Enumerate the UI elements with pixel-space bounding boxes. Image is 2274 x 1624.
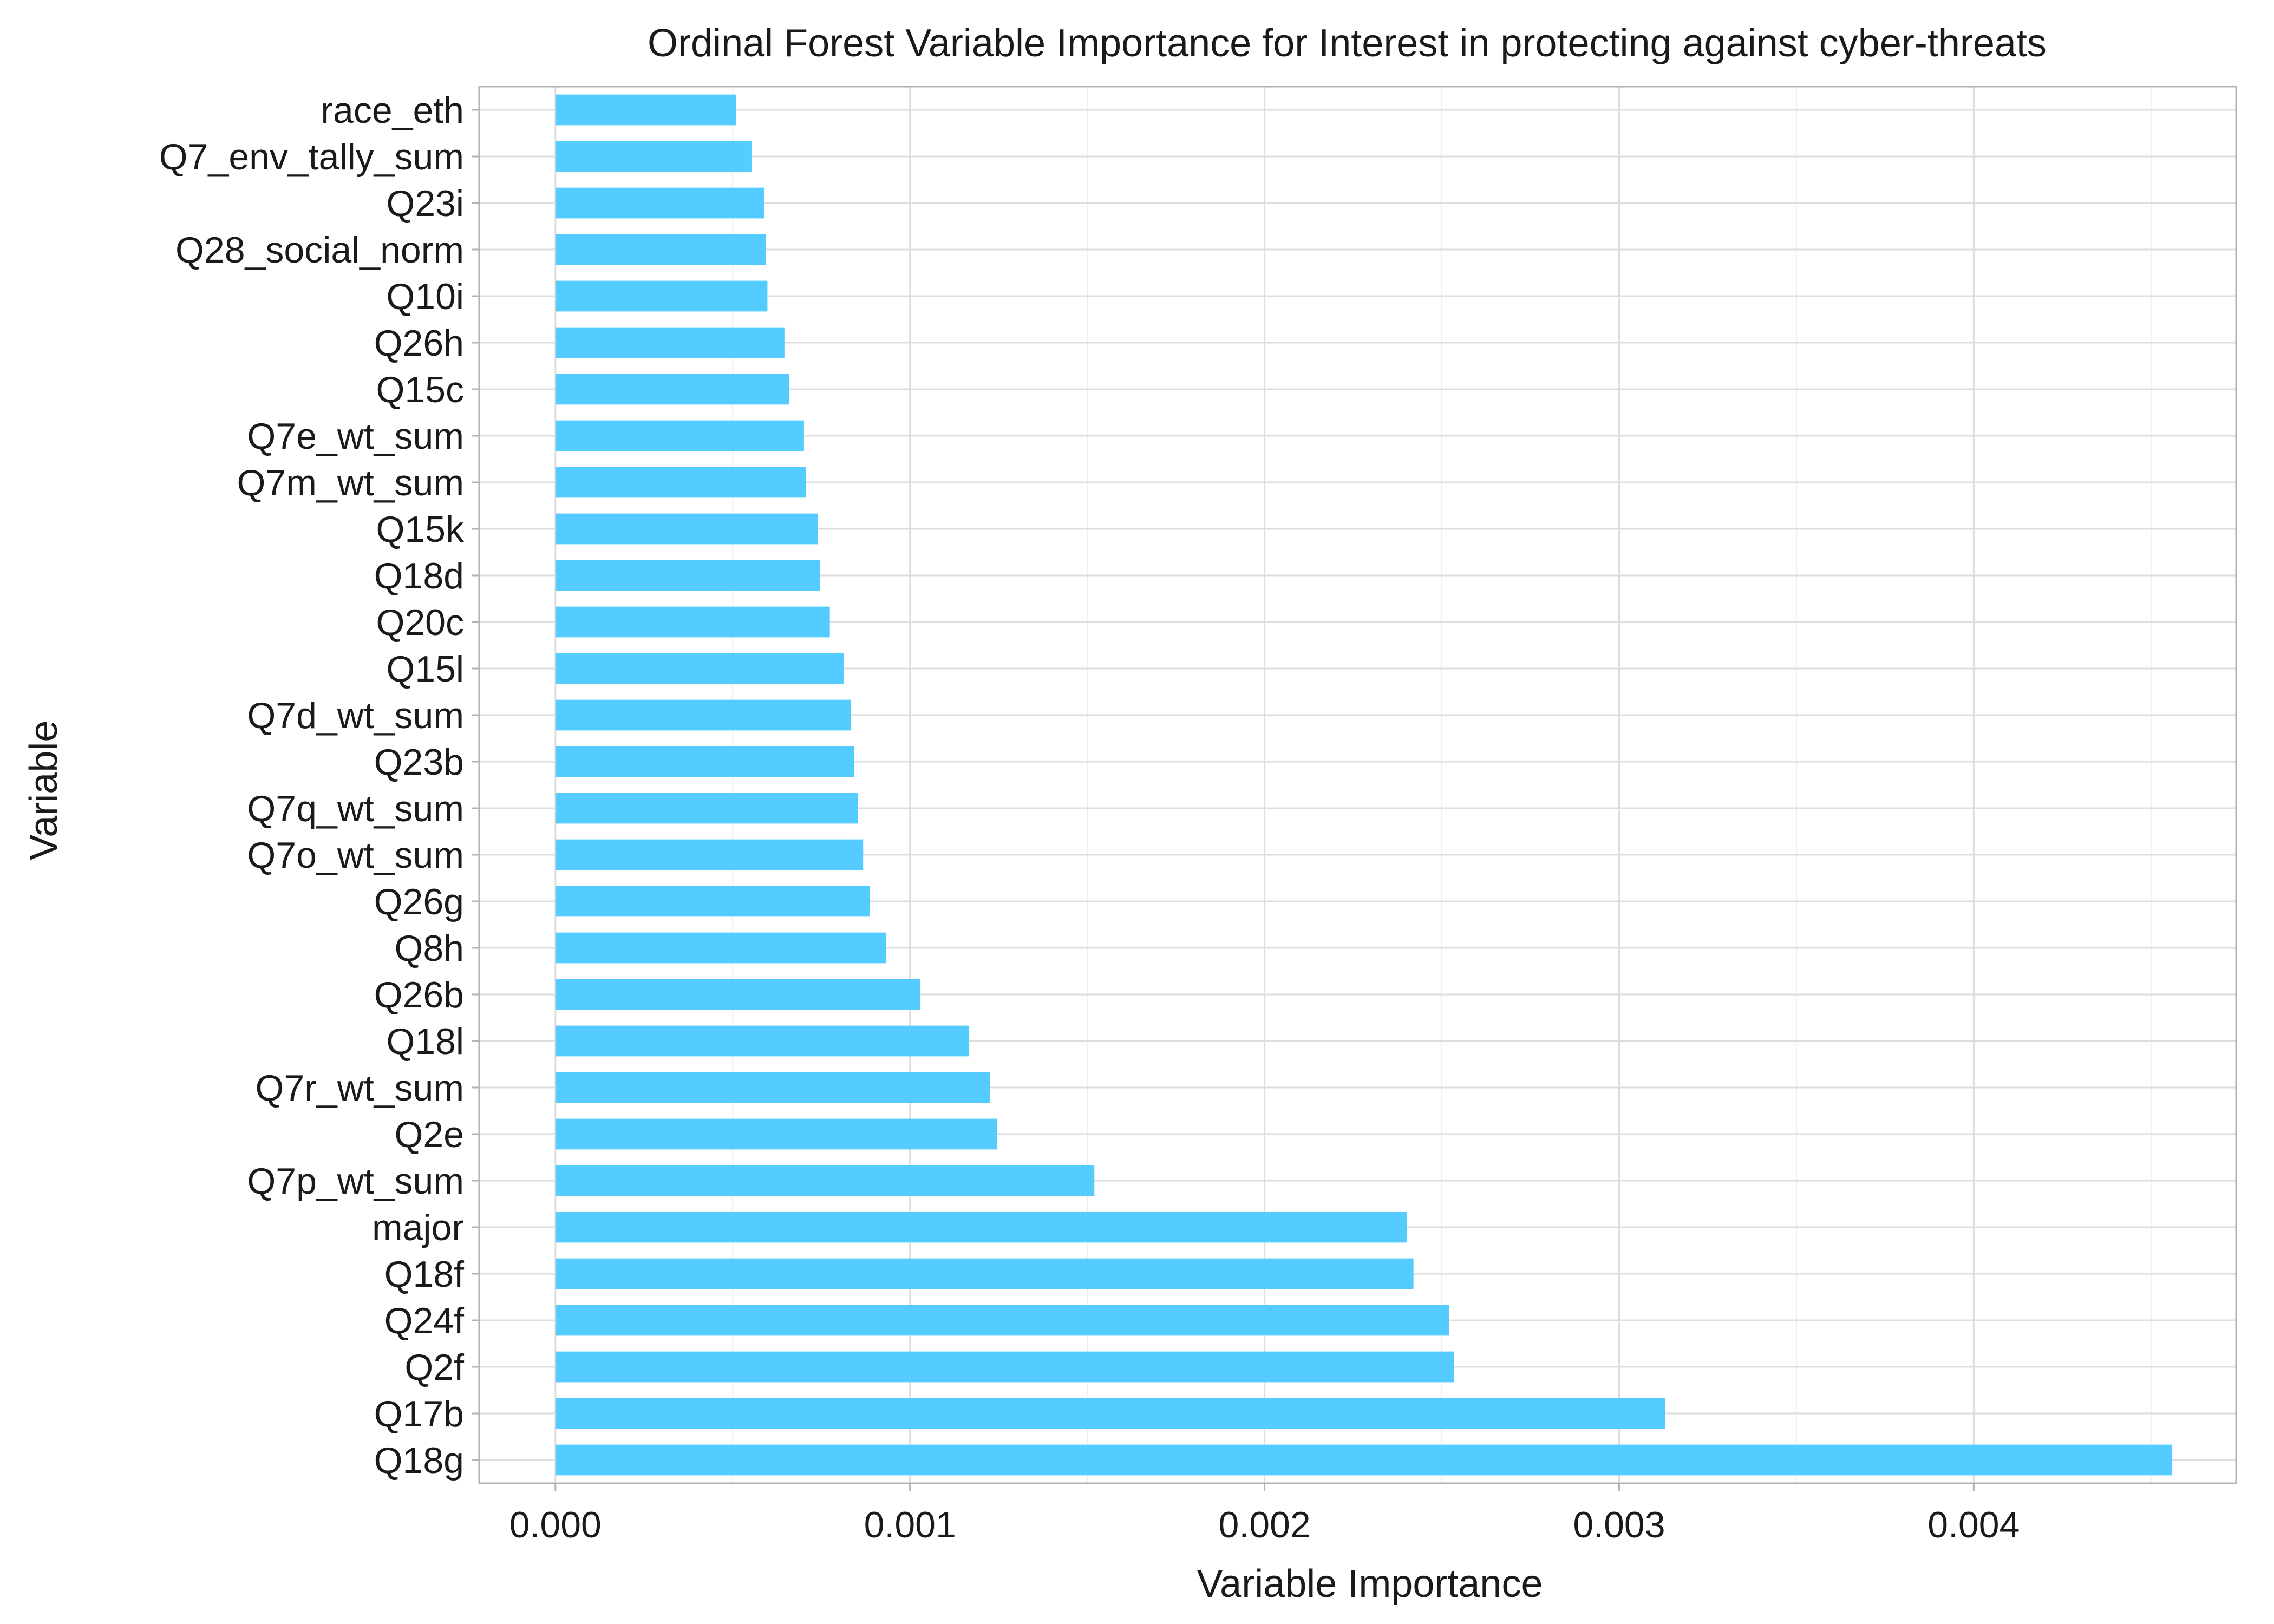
y-tick-label: Q18f bbox=[384, 1254, 465, 1295]
y-tick-label: race_eth bbox=[321, 90, 464, 131]
bar-Q7e_wt_sum bbox=[555, 420, 804, 451]
bar-Q18l bbox=[555, 1025, 970, 1057]
bar-major bbox=[555, 1212, 1407, 1243]
x-tick-label: 0.003 bbox=[1573, 1504, 1665, 1546]
bar-Q18d bbox=[555, 560, 821, 591]
bar-Q23i bbox=[555, 187, 764, 219]
y-tick-label: Q18g bbox=[374, 1440, 464, 1481]
bar-Q7o_wt_sum bbox=[555, 839, 864, 870]
bar-Q24f bbox=[555, 1305, 1449, 1336]
plot-border bbox=[478, 86, 2237, 1484]
y-tick-label: Q15c bbox=[376, 369, 464, 410]
y-tick-label: Q7e_wt_sum bbox=[247, 416, 464, 457]
y-tick-label: Q8h bbox=[394, 928, 464, 969]
x-axis-title: Variable Importance bbox=[1197, 1562, 1543, 1606]
bar-Q17b bbox=[555, 1398, 1665, 1429]
bar-Q15l bbox=[555, 653, 844, 684]
bar-Q8h bbox=[555, 932, 886, 964]
y-tick-label: Q7p_wt_sum bbox=[247, 1161, 464, 1202]
bar-Q26b bbox=[555, 979, 920, 1010]
bar-Q18g bbox=[555, 1444, 2173, 1476]
bar-Q28_social_norm bbox=[555, 234, 766, 265]
y-tick-label: Q23b bbox=[374, 742, 464, 783]
bar-race_eth bbox=[555, 94, 736, 126]
x-tick-label: 0.002 bbox=[1219, 1504, 1311, 1546]
y-tick-label: Q7d_wt_sum bbox=[247, 695, 464, 736]
bar-Q2f bbox=[555, 1351, 1454, 1383]
plot-background bbox=[479, 87, 2236, 1483]
y-tick-label: Q28_social_norm bbox=[175, 230, 464, 271]
bar-Q10i bbox=[555, 280, 768, 312]
y-tick-label: Q7r_wt_sum bbox=[256, 1068, 464, 1109]
bar-Q7q_wt_sum bbox=[555, 793, 858, 824]
y-axis-title: Variable bbox=[22, 721, 66, 861]
y-tick-label: Q24f bbox=[384, 1300, 465, 1341]
y-tick-label: Q26g bbox=[374, 881, 464, 922]
y-tick-label: Q26b bbox=[374, 974, 464, 1016]
x-tick-label: 0.000 bbox=[509, 1504, 602, 1546]
y-tick-label: Q15k bbox=[376, 509, 465, 550]
y-tick-label: Q15l bbox=[386, 649, 464, 690]
y-tick-label: Q7q_wt_sum bbox=[247, 788, 464, 829]
bar-Q15k bbox=[555, 513, 818, 545]
bar-Q7_env_tally_sum bbox=[555, 141, 752, 172]
y-tick-label: Q7o_wt_sum bbox=[247, 835, 464, 876]
y-tick-label: Q17b bbox=[374, 1393, 464, 1435]
x-tick-label: 0.001 bbox=[864, 1504, 956, 1546]
y-tick-label: Q10i bbox=[386, 276, 464, 317]
bar-Q2e bbox=[555, 1118, 997, 1150]
y-tick-label: Q18d bbox=[374, 555, 464, 597]
y-tick-label: Q2e bbox=[394, 1114, 464, 1155]
bar-Q7r_wt_sum bbox=[555, 1072, 990, 1103]
bar-Q26g bbox=[555, 886, 870, 917]
bar-Q18f bbox=[555, 1258, 1414, 1289]
bar-Q20c bbox=[555, 606, 830, 638]
y-tick-label: Q7_env_tally_sum bbox=[159, 136, 464, 178]
y-tick-label: Q7m_wt_sum bbox=[237, 462, 464, 503]
y-tick-label: Q2f bbox=[404, 1347, 464, 1388]
plot-area: race_eth Q7_env_tally_sum Q23i Q28_social_n… bbox=[159, 86, 2237, 1546]
bar-Q7d_wt_sum bbox=[555, 699, 851, 731]
y-tick-label: Q20c bbox=[376, 602, 464, 643]
x-tick-label: 0.004 bbox=[1927, 1504, 2020, 1546]
y-tick-label: major bbox=[372, 1207, 464, 1248]
bar-Q26h bbox=[555, 327, 785, 358]
bar-Q15c bbox=[555, 374, 789, 405]
y-tick-label: Q23i bbox=[386, 183, 464, 224]
y-tick-label: Q26h bbox=[374, 323, 464, 364]
bar-Q7p_wt_sum bbox=[555, 1165, 1095, 1196]
bar-Q23b bbox=[555, 746, 854, 777]
chart-title: Ordinal Forest Variable Importance for I… bbox=[648, 22, 2047, 65]
bar-Q7m_wt_sum bbox=[555, 467, 806, 498]
y-tick-label: Q18l bbox=[386, 1021, 464, 1062]
